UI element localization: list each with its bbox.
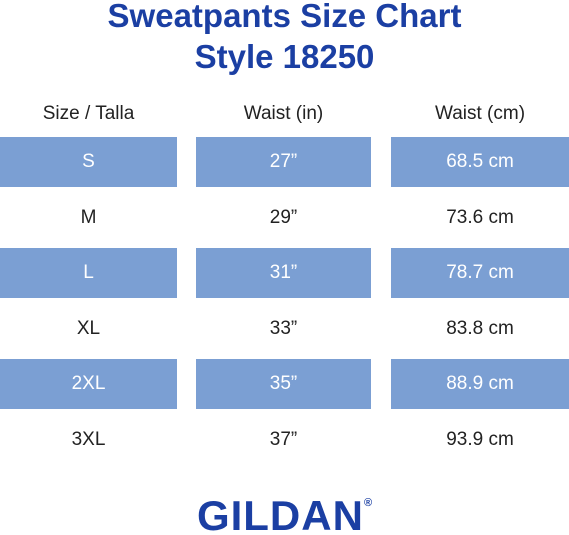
table-cell: 29” — [269, 206, 298, 228]
table-cell: 33” — [269, 317, 298, 339]
table-cell: 35” — [196, 359, 371, 409]
title-line: Style 18250 — [194, 38, 375, 75]
table-cell: L — [0, 248, 177, 298]
table-cell: 2XL — [0, 359, 177, 409]
table-cell: 93.9 cm — [446, 428, 514, 450]
logo-text: GILDAN — [196, 492, 364, 535]
logo: GILDAN® — [0, 492, 569, 535]
table-cell: 73.6 cm — [446, 206, 514, 228]
column-header: Waist (in) — [243, 103, 324, 124]
table-cell: 78.7 cm — [391, 248, 569, 298]
table-cell: 3XL — [71, 428, 106, 450]
title-line: Sweatpants Size Chart — [107, 0, 462, 34]
table-cell: 27” — [196, 137, 371, 187]
table-cell: 68.5 cm — [391, 137, 569, 187]
table-cell: 83.8 cm — [446, 317, 514, 339]
table-cell: M — [80, 206, 97, 228]
table-cell: 88.9 cm — [391, 359, 569, 409]
registered-mark: ® — [363, 497, 373, 509]
column-header: Waist (cm) — [434, 103, 526, 124]
table-cell: XL — [76, 317, 101, 339]
column-header: Size / Talla — [42, 103, 135, 124]
table-cell: S — [0, 137, 177, 187]
table-cell: 37” — [269, 428, 298, 450]
table-cell: 31” — [196, 248, 371, 298]
